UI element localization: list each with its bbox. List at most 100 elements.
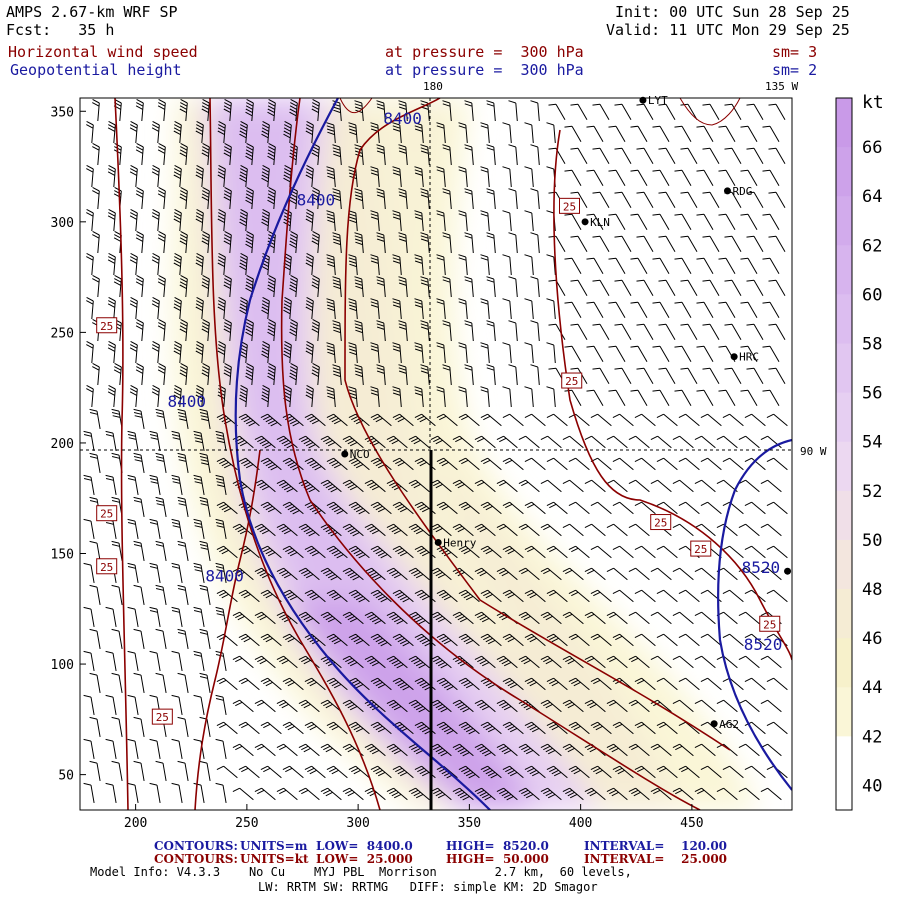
wind-barb <box>694 479 716 493</box>
wind-barb <box>702 323 720 341</box>
wind-barb <box>530 364 540 386</box>
wind-barb <box>239 120 248 144</box>
wind-barb <box>127 562 139 583</box>
wind-barb <box>436 721 458 735</box>
wind-barb <box>452 787 474 801</box>
wind-barb <box>151 120 160 144</box>
wind-barb <box>540 787 562 801</box>
wind-barb <box>716 699 738 713</box>
wind-barb <box>348 589 370 603</box>
wind-barb <box>370 765 392 779</box>
station-label: HRC <box>739 351 759 364</box>
wind-barb <box>215 606 227 627</box>
wind-barb <box>702 191 720 209</box>
wind-barb <box>608 213 626 231</box>
wind-barb <box>282 677 304 691</box>
wind-barb <box>304 501 326 515</box>
wind-barb <box>354 144 364 166</box>
wind-barb <box>392 122 402 144</box>
wind-barb <box>376 188 386 210</box>
wind-barb <box>86 208 94 232</box>
wind-barb <box>245 186 254 210</box>
wind-barb <box>238 589 260 603</box>
wind-barb <box>289 186 298 210</box>
wind-barb <box>282 545 304 559</box>
wind-barb <box>283 120 292 144</box>
wind-barb <box>276 567 298 581</box>
wind-barb <box>722 545 744 559</box>
colorbar: 66 64 62 60 58 56 54 52 50 48 46 44 42 40 <box>835 97 882 811</box>
speed-contour-east <box>553 129 792 661</box>
wind-barb <box>260 413 282 427</box>
field2-smoothing: sm= 2 <box>772 61 818 79</box>
colorbar-swatch <box>836 539 852 590</box>
colorbar-swatch <box>836 638 852 688</box>
wind-barb <box>364 787 386 801</box>
wind-barb <box>414 589 436 603</box>
wind-barb <box>746 279 764 297</box>
wind-barb <box>414 122 424 144</box>
wind-barb <box>760 655 782 669</box>
wind-barb <box>239 340 248 364</box>
wind-barb <box>420 364 430 386</box>
wind-barb <box>92 186 100 210</box>
wind-barb <box>658 147 676 165</box>
wind-barb <box>326 765 348 779</box>
colorbar-swatch <box>836 392 852 443</box>
station-label: RDG <box>732 185 752 198</box>
wind-barb <box>232 611 254 625</box>
wind-barb <box>111 716 123 737</box>
wind-barb <box>92 274 100 298</box>
wind-barb <box>105 474 117 495</box>
wind-barb <box>135 230 144 254</box>
wind-barb <box>628 479 650 493</box>
wind-barb <box>480 501 502 515</box>
wind-barb <box>540 743 562 757</box>
wind-barb <box>716 435 738 449</box>
wind-barb <box>656 457 678 471</box>
wind-barb <box>223 362 232 386</box>
wind-barb <box>548 103 566 121</box>
wind-barb <box>86 296 94 320</box>
colorbar-label: 52 <box>862 482 882 502</box>
wind-barb <box>342 699 364 713</box>
height-contour-8520 <box>717 438 792 791</box>
wind-barb <box>332 232 342 254</box>
x-tick-label: 200 <box>124 816 147 831</box>
wind-barb <box>680 147 698 165</box>
wind-barb <box>326 254 336 276</box>
wind-barb <box>282 633 304 647</box>
wind-barb <box>430 743 452 757</box>
speed-label-box <box>690 540 712 557</box>
wind-barb <box>586 257 604 275</box>
wind-barb <box>452 435 474 449</box>
wind-barb <box>414 721 436 735</box>
wind-barb <box>592 103 610 121</box>
wind-barb <box>342 743 364 757</box>
wind-barb <box>105 694 117 715</box>
wind-barb <box>149 782 161 803</box>
wind-barb <box>199 672 211 693</box>
wind-barb <box>530 100 540 122</box>
field1-name: Horizontal wind speed <box>8 43 198 61</box>
wind-barb <box>304 589 326 603</box>
wind-barb <box>414 765 436 779</box>
wind-barb <box>326 122 336 144</box>
station-dot <box>434 538 442 546</box>
wind-barb <box>370 254 380 276</box>
wind-barb <box>179 362 188 386</box>
wind-barb <box>738 523 760 537</box>
wind-barb <box>332 320 342 342</box>
wind-barb <box>199 496 211 517</box>
wind-barb <box>562 567 584 581</box>
wind-barb <box>348 721 370 735</box>
wind-barb <box>700 413 722 427</box>
speed-contour-southwest <box>194 449 261 810</box>
wind-barb <box>107 164 116 188</box>
wind-barb <box>129 120 138 144</box>
wind-barb <box>92 98 100 122</box>
wind-barb <box>502 545 524 559</box>
wind-barb <box>245 318 254 342</box>
wind-barb <box>458 298 468 320</box>
wind-barb <box>171 474 183 495</box>
